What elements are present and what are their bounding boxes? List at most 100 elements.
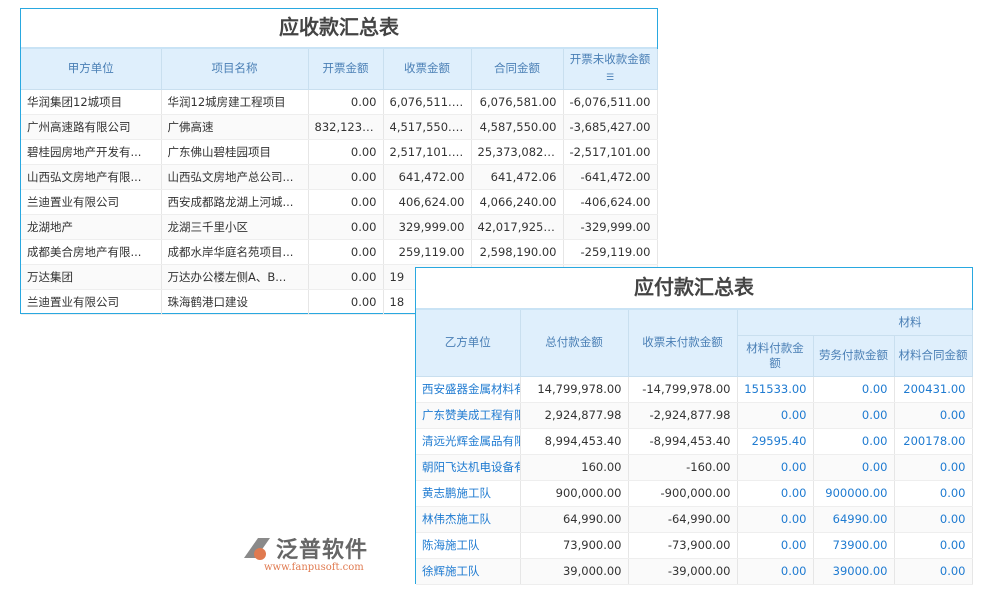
table-row[interactable]: 林伟杰施工队 64,990.00 -64,990.00 0.00 64990.00 0.0…	[416, 506, 973, 533]
header-row: 材料付款金额 劳务付款金额 材料合同金额	[416, 335, 973, 377]
table-cell: 0.00	[308, 239, 384, 265]
column-header[interactable]: 劳务付款金额	[813, 335, 895, 377]
table-cell: 0.00	[737, 402, 814, 429]
table-cell: 0.00	[894, 454, 973, 481]
table-row[interactable]: 黄志鹏施工队 900,000.00 -900,000.00 0.00 900000.00…	[416, 480, 973, 507]
table-cell: 2,517,101.00	[383, 139, 472, 165]
vendor-link[interactable]: 清远光辉金属品有限公司	[416, 428, 521, 455]
table-row[interactable]: 碧桂园房地产开发有... 广东佛山碧桂园项目 0.00 2,517,101.00 25,…	[21, 139, 658, 165]
table-cell: -3,685,427.00	[563, 114, 658, 140]
table-row[interactable]: 西安盛器金属材料有限公司14,799,978.00-14,799,978.001…	[416, 376, 973, 403]
column-header[interactable]: 开票金额	[308, 49, 384, 90]
column-header[interactable]: 项目名称	[161, 49, 309, 90]
column-header[interactable]: 材料付款金额	[737, 335, 814, 377]
table-cell: -259,119.00	[563, 239, 658, 265]
table-cell: 2,924,877.98	[520, 402, 629, 429]
table-cell: 广州高速路有限公司	[21, 114, 162, 140]
table-row[interactable]: 徐辉施工队 39,000.00 -39,000.00 0.00 39000.00 0.00	[416, 558, 973, 585]
list-sort-icon[interactable]: ☰	[605, 72, 615, 83]
column-header[interactable]: 甲方单位	[21, 49, 162, 90]
table-cell: -14,799,978.00	[628, 376, 738, 403]
table-cell: 0.00	[308, 189, 384, 215]
table-row[interactable]: 广东赞美成工程有限公司2,924,877.98-2,924,877.980.00…	[416, 402, 973, 429]
table-cell: -73,900.00	[628, 532, 738, 559]
table-cell: 0.00	[894, 558, 973, 585]
column-header[interactable]: 开票未收款金额 ☰	[563, 49, 658, 90]
table-cell: 6,076,511.00	[383, 89, 472, 115]
table-cell: -641,472.00	[563, 164, 658, 190]
column-header[interactable]: 材料合同金额	[894, 335, 973, 377]
logo-url: www.fanpusoft.com	[264, 562, 364, 573]
table-cell: 0.00	[308, 139, 384, 165]
table-cell: 4,587,550.00	[471, 114, 564, 140]
header-row: 乙方单位 总付款金额 收票未付款金额 材料	[416, 310, 973, 377]
table-cell: 0.00	[737, 558, 814, 585]
vendor-link[interactable]: 朝阳飞达机电设备有限公司	[416, 454, 521, 481]
column-header[interactable]: 乙方单位	[416, 310, 521, 377]
vendor-link[interactable]: 陈海施工队	[416, 532, 521, 559]
column-group-header: 材料	[737, 310, 973, 336]
table-cell: 73,900.00	[520, 532, 629, 559]
table-cell: 406,624.00	[383, 189, 472, 215]
table-cell: 西安成都路龙湖上河城...	[161, 189, 309, 215]
table-cell: 0.00	[308, 89, 384, 115]
table-cell: 151533.00	[737, 376, 814, 403]
table-cell: 6,076,581.00	[471, 89, 564, 115]
table-cell: 0.00	[737, 454, 814, 481]
vendor-link[interactable]: 徐辉施工队	[416, 558, 521, 585]
table-cell: 山西弘文房地产总公司...	[161, 164, 309, 190]
vendor-link[interactable]: 黄志鹏施工队	[416, 480, 521, 507]
column-header[interactable]: 总付款金额	[520, 310, 629, 377]
table-cell: 329,999.00	[383, 214, 472, 240]
table-cell: 0.00	[737, 480, 814, 507]
table-row[interactable]: 清远光辉金属品有限公司8,994,453.40-8,994,453.402959…	[416, 428, 973, 455]
table-cell: 0.00	[737, 532, 814, 559]
column-header-label: 甲方单位	[67, 61, 114, 76]
table-cell: 200178.00	[894, 428, 973, 455]
table-cell: 900,000.00	[520, 480, 629, 507]
logo-icon	[244, 538, 270, 560]
table-cell: 200431.00	[894, 376, 973, 403]
table-cell: 0.00	[813, 428, 895, 455]
table-row[interactable]: 兰迪置业有限公司 西安成都路龙湖上河城... 0.00 406,624.00 4,066…	[21, 189, 658, 215]
table-cell: 29595.40	[737, 428, 814, 455]
table-cell: 广东佛山碧桂园项目	[161, 139, 309, 165]
vendor-link[interactable]: 广东赞美成工程有限公司	[416, 402, 521, 429]
receivable-title: 应收款汇总表	[21, 9, 657, 49]
column-header[interactable]: 合同金额	[471, 49, 564, 90]
vendor-link[interactable]: 林伟杰施工队	[416, 506, 521, 533]
table-row[interactable]: 山西弘文房地产有限... 山西弘文房地产总公司... 0.00 641,472.00 6…	[21, 164, 658, 190]
table-cell: 0.00	[894, 480, 973, 507]
table-cell: 0.00	[308, 164, 384, 190]
table-cell: -2,924,877.98	[628, 402, 738, 429]
table-cell: 龙湖三千里小区	[161, 214, 309, 240]
table-row[interactable]: 陈海施工队 73,900.00 -73,900.00 0.00 73900.00 0.00	[416, 532, 973, 559]
table-cell: 39000.00	[813, 558, 895, 585]
table-row[interactable]: 成都美合房地产有限... 成都水岸华庭名苑项目... 0.00 259,119.00 2…	[21, 239, 658, 265]
column-header[interactable]: 收票未付款金额	[628, 310, 738, 377]
table-row[interactable]: 龙湖地产 龙湖三千里小区 0.00 329,999.00 42,017,925.00 -3…	[21, 214, 658, 240]
table-cell: 万达办公楼左侧A、B...	[161, 264, 309, 290]
table-cell: 龙湖地产	[21, 214, 162, 240]
table-cell: 0.00	[813, 454, 895, 481]
column-header[interactable]: 收票金额	[383, 49, 472, 90]
table-row[interactable]: 广州高速路有限公司 广佛高速 832,123.00 4,517,550.00 4,587…	[21, 114, 658, 140]
watermark-logo: 泛普软件 www.fanpusoft.com	[240, 530, 380, 580]
table-cell: 成都水岸华庭名苑项目...	[161, 239, 309, 265]
table-cell: 珠海鹤港口建设	[161, 289, 309, 315]
table-cell: 64990.00	[813, 506, 895, 533]
table-row[interactable]: 华润集团12城项目 华润12城房建工程项目 0.00 6,076,511.00 6,07…	[21, 89, 658, 115]
vendor-link[interactable]: 西安盛器金属材料有限公司	[416, 376, 521, 403]
table-cell: -329,999.00	[563, 214, 658, 240]
table-cell: 641,472.06	[471, 164, 564, 190]
table-cell: 0.00	[894, 532, 973, 559]
table-cell: -900,000.00	[628, 480, 738, 507]
table-cell: 0.00	[813, 376, 895, 403]
table-row[interactable]: 朝阳飞达机电设备有限公司160.00-160.000.000.000.00	[416, 454, 973, 481]
table-cell: 广佛高速	[161, 114, 309, 140]
table-cell: 山西弘文房地产有限...	[21, 164, 162, 190]
table-cell: 0.00	[308, 264, 384, 290]
table-cell: 0.00	[813, 402, 895, 429]
table-cell: 0.00	[737, 506, 814, 533]
column-header-label: 收票金额	[404, 61, 450, 76]
